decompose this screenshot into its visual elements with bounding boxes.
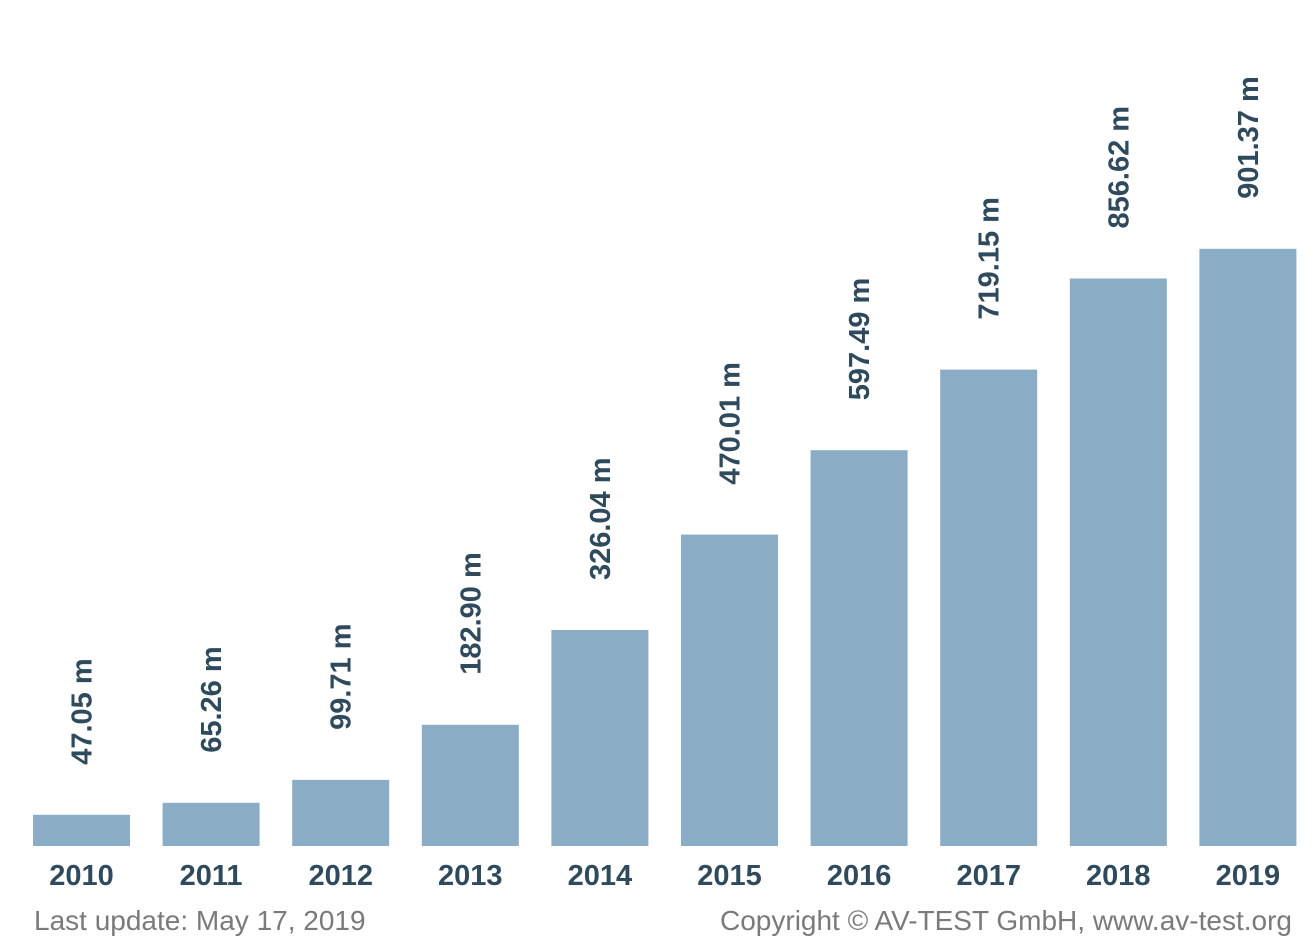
value-label-2019: 901.37 m xyxy=(1233,76,1265,199)
bars-group xyxy=(33,248,1297,847)
bar-2013 xyxy=(421,724,519,846)
bar-2010 xyxy=(33,814,130,846)
x-tick-label-2013: 2013 xyxy=(438,860,503,892)
value-label-2018: 856.62 m xyxy=(1103,106,1135,229)
x-tick-label-2016: 2016 xyxy=(827,860,892,892)
value-label-2016: 597.49 m xyxy=(844,278,876,401)
value-labels-group: 47.05 m 65.26 m 99.71 m 182.90 m 326.04 m 470… xyxy=(67,76,1265,765)
x-tick-label-2011: 2011 xyxy=(180,860,243,892)
x-tick-label-2019: 2019 xyxy=(1216,860,1281,892)
x-tick-label-2014: 2014 xyxy=(568,860,633,892)
value-label-2012: 99.71 m xyxy=(326,623,358,729)
x-tick-label-2010: 2010 xyxy=(49,860,114,892)
value-label-2010: 47.05 m xyxy=(67,658,99,764)
value-label-2015: 470.01 m xyxy=(715,362,747,485)
copyright-text: Copyright © AV-TEST GmbH, www.av-test.or… xyxy=(720,905,1292,936)
x-tick-label-2017: 2017 xyxy=(956,860,1021,892)
x-tick-label-2015: 2015 xyxy=(697,860,762,892)
bar-2011 xyxy=(162,802,260,846)
bar-2018 xyxy=(1069,278,1167,846)
bar-2017 xyxy=(940,369,1038,846)
bar-2019 xyxy=(1199,248,1297,847)
value-label-2014: 326.04 m xyxy=(585,457,617,580)
bar-2015 xyxy=(681,534,778,846)
x-tick-label-2012: 2012 xyxy=(308,860,373,892)
bar-2014 xyxy=(551,630,649,846)
x-axis-tick-labels: 2010 2011 2012 2013 2014 2015 2016 2017 2018 2019 xyxy=(49,860,1280,892)
x-tick-label-2018: 2018 xyxy=(1086,860,1151,892)
bar-2012 xyxy=(292,779,390,846)
bar-2016 xyxy=(810,450,908,846)
value-label-2017: 719.15 m xyxy=(974,197,1006,320)
value-label-2011: 65.26 m xyxy=(196,646,228,752)
last-update-text: Last update: May 17, 2019 xyxy=(34,905,366,936)
value-label-2013: 182.90 m xyxy=(455,552,487,675)
